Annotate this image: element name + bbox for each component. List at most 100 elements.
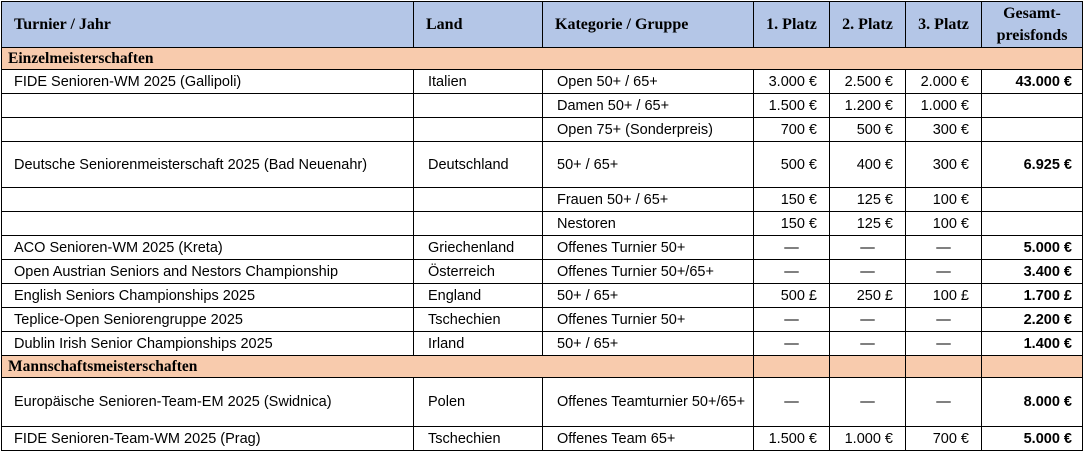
cell-land: Irland <box>413 331 543 356</box>
cell-turnier: FIDE Senioren-WM 2025 (Gallipoli) <box>1 69 414 94</box>
cell-platz3: 100 € <box>905 187 982 212</box>
section-blank-cell <box>981 355 1083 378</box>
cell-platz2: — <box>829 235 906 260</box>
cell-total: 6.925 € <box>981 141 1083 188</box>
cell-platz2: — <box>829 331 906 356</box>
cell-platz1: 700 € <box>753 117 830 142</box>
cell-platz1: — <box>753 235 830 260</box>
cell-land: Polen <box>413 377 543 427</box>
cell-platz1: — <box>753 377 830 427</box>
cell-platz3: 100 € <box>905 211 982 236</box>
cell-platz2: 400 € <box>829 141 906 188</box>
table-row: Open 75+ (Sonderpreis) 700 € 500 € 300 € <box>1 117 1083 142</box>
header-kategorie: Kategorie / Gruppe <box>542 1 754 48</box>
section-blank-cell <box>753 355 830 378</box>
section-mannschaft: Mannschaftsmeisterschaften <box>1 355 754 378</box>
cell-platz1: 3.000 € <box>753 69 830 94</box>
cell-land: Tschechien <box>413 426 543 451</box>
cell-land: Deutschland <box>413 141 543 188</box>
cell-kategorie: Damen 50+ / 65+ <box>542 93 754 118</box>
cell-platz2: — <box>829 307 906 332</box>
section-einzel: Einzelmeisterschaften <box>1 47 1083 70</box>
table-row: English Seniors Championships 2025 Engla… <box>1 283 1083 308</box>
cell-turnier: Europäische Senioren-Team-EM 2025 (Swidn… <box>1 377 414 427</box>
cell-turnier <box>1 211 414 236</box>
cell-platz2: 2.500 € <box>829 69 906 94</box>
header-total: Gesamt-preisfonds <box>981 1 1083 48</box>
cell-platz3: — <box>905 331 982 356</box>
cell-platz3: — <box>905 259 982 284</box>
cell-kategorie: Nestoren <box>542 211 754 236</box>
cell-kategorie: Open 50+ / 65+ <box>542 69 754 94</box>
cell-turnier: ACO Senioren-WM 2025 (Kreta) <box>1 235 414 260</box>
cell-turnier: Deutsche Seniorenmeisterschaft 2025 (Bad… <box>1 141 414 188</box>
cell-platz2: 125 € <box>829 211 906 236</box>
cell-total <box>981 93 1083 118</box>
header-platz2: 2. Platz <box>829 1 906 48</box>
table-row: Dublin Irish Senior Championships 2025 I… <box>1 331 1083 356</box>
header-platz3: 3. Platz <box>905 1 982 48</box>
cell-platz3: 300 € <box>905 117 982 142</box>
cell-turnier: Open Austrian Seniors and Nestors Champi… <box>1 259 414 284</box>
cell-land: Österreich <box>413 259 543 284</box>
cell-land: Griechenland <box>413 235 543 260</box>
table-row: Nestoren 150 € 125 € 100 € <box>1 211 1083 236</box>
cell-land <box>413 187 543 212</box>
table-row: Damen 50+ / 65+ 1.500 € 1.200 € 1.000 € <box>1 93 1083 118</box>
cell-turnier: Teplice-Open Seniorengruppe 2025 <box>1 307 414 332</box>
cell-land: Tschechien <box>413 307 543 332</box>
cell-platz3: — <box>905 307 982 332</box>
cell-platz2: 1.000 € <box>829 426 906 451</box>
cell-platz3: — <box>905 377 982 427</box>
cell-kategorie: Frauen 50+ / 65+ <box>542 187 754 212</box>
table-row: Frauen 50+ / 65+ 150 € 125 € 100 € <box>1 187 1083 212</box>
cell-total: 5.000 € <box>981 235 1083 260</box>
cell-platz1: 150 € <box>753 187 830 212</box>
cell-platz1: 500 £ <box>753 283 830 308</box>
cell-turnier: FIDE Senioren-Team-WM 2025 (Prag) <box>1 426 414 451</box>
cell-platz3: 300 € <box>905 141 982 188</box>
header-land: Land <box>413 1 543 48</box>
cell-platz3: 700 € <box>905 426 982 451</box>
section-blank-cell <box>829 355 906 378</box>
cell-platz2: 250 £ <box>829 283 906 308</box>
cell-kategorie: Offenes Turnier 50+ <box>542 235 754 260</box>
header-turnier: Turnier / Jahr <box>1 1 414 48</box>
cell-total: 3.400 € <box>981 259 1083 284</box>
cell-kategorie: Offenes Team 65+ <box>542 426 754 451</box>
cell-land: Italien <box>413 69 543 94</box>
cell-platz3: 2.000 € <box>905 69 982 94</box>
table-row: Teplice-Open Seniorengruppe 2025 Tschech… <box>1 307 1083 332</box>
cell-platz1: — <box>753 259 830 284</box>
cell-platz3: 1.000 € <box>905 93 982 118</box>
header-platz1: 1. Platz <box>753 1 830 48</box>
cell-total: 5.000 € <box>981 426 1083 451</box>
cell-land <box>413 117 543 142</box>
cell-total: 8.000 € <box>981 377 1083 427</box>
cell-platz1: — <box>753 331 830 356</box>
section-blank-cell <box>905 355 982 378</box>
cell-land: England <box>413 283 543 308</box>
header-row: Turnier / Jahr Land Kategorie / Gruppe 1… <box>1 1 1083 48</box>
cell-total: 2.200 € <box>981 307 1083 332</box>
cell-platz1: 1.500 € <box>753 426 830 451</box>
cell-kategorie: 50+ / 65+ <box>542 283 754 308</box>
cell-platz1: — <box>753 307 830 332</box>
cell-turnier: English Seniors Championships 2025 <box>1 283 414 308</box>
cell-platz2: — <box>829 259 906 284</box>
section-row: Einzelmeisterschaften <box>1 47 1083 70</box>
prize-table: Turnier / Jahr Land Kategorie / Gruppe 1… <box>1 1 1083 451</box>
cell-kategorie: 50+ / 65+ <box>542 331 754 356</box>
cell-platz2: 500 € <box>829 117 906 142</box>
cell-total <box>981 211 1083 236</box>
cell-total: 43.000 € <box>981 69 1083 94</box>
cell-platz1: 500 € <box>753 141 830 188</box>
cell-platz2: 1.200 € <box>829 93 906 118</box>
table-row: FIDE Senioren-WM 2025 (Gallipoli) Italie… <box>1 69 1083 94</box>
cell-turnier <box>1 187 414 212</box>
cell-platz2: — <box>829 377 906 427</box>
cell-kategorie: 50+ / 65+ <box>542 141 754 188</box>
cell-turnier <box>1 93 414 118</box>
cell-turnier <box>1 117 414 142</box>
table-row: Deutsche Seniorenmeisterschaft 2025 (Bad… <box>1 141 1083 188</box>
